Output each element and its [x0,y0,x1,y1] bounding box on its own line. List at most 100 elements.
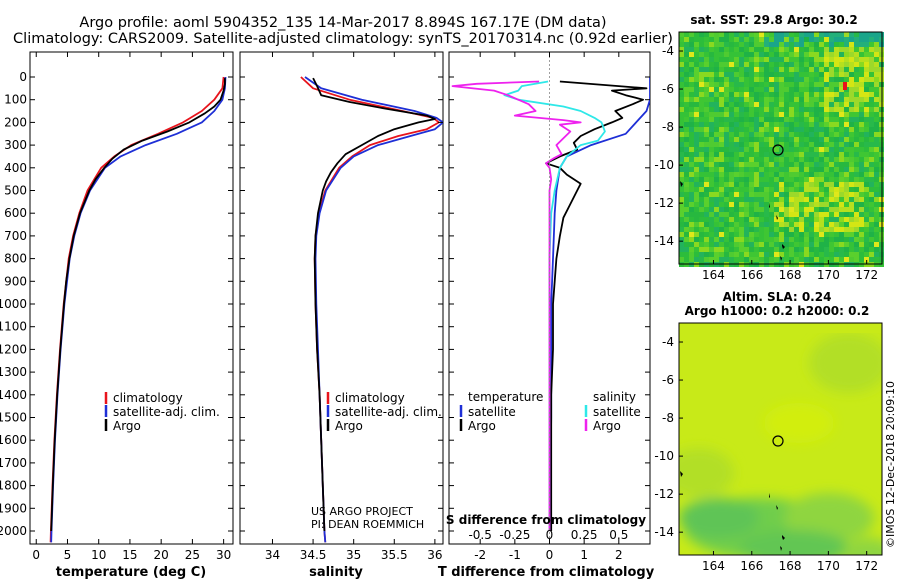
sst-cell [694,132,699,137]
sst-cell [784,252,789,257]
sst-cell [694,42,699,47]
sst-cell [734,102,739,107]
sst-cell [784,257,789,262]
sst-cell [824,87,829,92]
sst-cell [809,162,814,167]
sst-cell [709,242,714,247]
sst-cell [844,67,849,72]
sst-cell [774,117,779,122]
sst-cell [794,97,799,102]
sst-cell [874,122,879,127]
sst-cell [749,52,754,57]
sst-cell [704,202,709,207]
sst-cell [774,192,779,197]
sst-cell [834,47,839,52]
sst-cell [829,52,834,57]
sst-cell [819,202,824,207]
sst-cell [694,167,699,172]
sst-cell [779,227,784,232]
sst-cell [814,157,819,162]
sst-cell [824,232,829,237]
sst-cell [814,237,819,242]
sst-cell [749,222,754,227]
sst-cell [769,252,774,257]
sst-cell [764,97,769,102]
sst-cell [689,57,694,62]
sst-cell [714,47,719,52]
sst-cell [854,247,859,252]
sst-cell [854,77,859,82]
sst-cell [689,182,694,187]
sst-cell [699,127,704,132]
sst-cell [699,92,704,97]
sst-cell [864,52,869,57]
sst-cell [799,167,804,172]
sst-cell [679,72,684,77]
sst-cell [709,67,714,72]
sst-cell [864,162,869,167]
sst-cell [704,132,709,137]
sst-cell [874,197,879,202]
sst-cell [689,142,694,147]
sst-cell [794,52,799,57]
secondary-xtick-label: 0.25 [571,528,598,542]
sst-cell [764,137,769,142]
sst-cell [864,252,869,257]
sst-cell [704,247,709,252]
sst-cell [719,202,724,207]
sst-cell [814,142,819,147]
sst-cell [814,232,819,237]
sst-cell [779,52,784,57]
sst-cell [784,197,789,202]
sst-cell [714,72,719,77]
sst-cell [834,182,839,187]
sst-cell [779,252,784,257]
sst-cell [834,112,839,117]
sst-cell [749,97,754,102]
sst-cell [689,232,694,237]
sst-cell [829,117,834,122]
sst-cell [774,157,779,162]
sst-cell [799,227,804,232]
sst-cell [864,102,869,107]
sst-cell [774,182,779,187]
sst-cell [829,192,834,197]
sst-cell [734,197,739,202]
sst-cell [839,157,844,162]
sst-cell [724,212,729,217]
sst-cell [859,57,864,62]
sst-cell [844,187,849,192]
sst-cell [794,37,799,42]
sst-cell [874,252,879,257]
map-ytick-label: -10 [654,158,674,172]
sst-cell [709,162,714,167]
sst-cell [764,52,769,57]
sst-cell [819,37,824,42]
sst-cell [764,257,769,262]
sst-cell [874,157,879,162]
sst-cell [744,107,749,112]
sst-cell [704,257,709,262]
sst-cell [869,132,874,137]
sst-cell [769,162,774,167]
sst-cell [864,142,869,147]
xtick-label: 25 [185,548,200,562]
sst-cell [754,252,759,257]
sst-cell [824,237,829,242]
sst-cell [754,237,759,242]
sst-cell [824,42,829,47]
sst-cell [834,72,839,77]
sst-cell [814,207,819,212]
sst-cell [734,87,739,92]
sst-hotspot [843,82,847,90]
sst-cell [719,52,724,57]
sst-cell [714,112,719,117]
sst-cell [714,52,719,57]
sst-cell [774,202,779,207]
sst-cell [684,152,689,157]
sst-cell [784,212,789,217]
sst-cell [679,82,684,87]
sst-cell [759,112,764,117]
sst-cell [744,82,749,87]
sst-cell [854,172,859,177]
